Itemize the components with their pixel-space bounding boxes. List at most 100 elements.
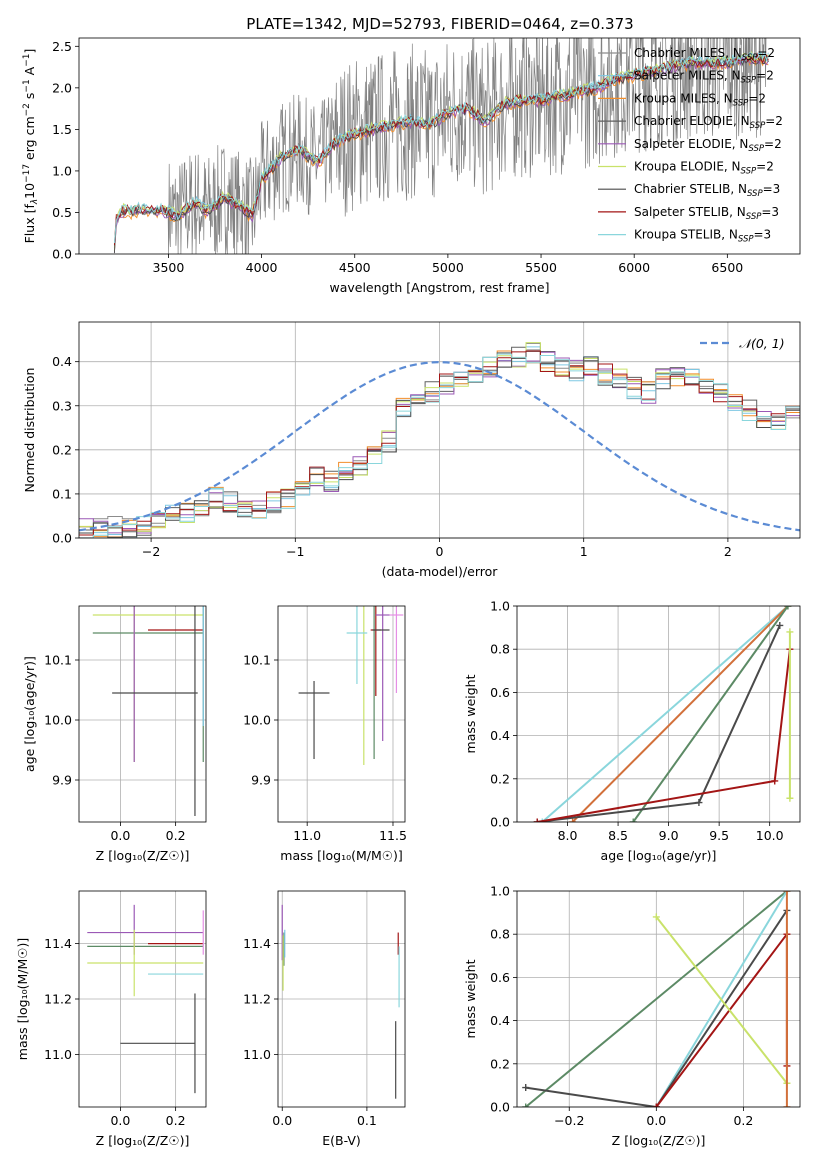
y-tick-label: 9.9 [52,773,72,788]
plot-area [281,904,400,1099]
y-tick-label: 0.4 [490,1013,510,1028]
weight-marker [776,621,784,629]
y-tick-label: 0.6 [490,685,510,700]
x-tick-label: 9.5 [709,828,729,843]
weight-marker [783,1103,791,1107]
x-tick-label: 0 [436,544,444,559]
panel-age_vs_Z: 0.0 0.2 9.9 10.0 10.1 Z [log₁₀(Z/Z☉)] age [log… [22,605,207,863]
x-tick-label: 4000 [246,260,278,275]
y-axis-label: Normed distribution [22,368,37,493]
plot-area [298,606,404,765]
x-axis-label: Z [log₁₀(Z/Z☉)] [96,1133,190,1148]
hist-8 [79,353,800,538]
x-tick-label: 11.5 [379,828,407,843]
axes-frame [516,605,801,823]
grid [517,605,800,823]
errorbar-point-6 [375,606,390,741]
x-tick-label: 5500 [525,260,557,275]
y-tick-label: 1.0 [490,599,510,614]
model-line-6 [113,54,769,254]
x-tick-label: −2 [142,544,160,559]
grid [278,891,405,1107]
legend-entry-1: Salpeter MILES, NSSP=2 [634,69,774,86]
panel-weight_vs_Z: −0.2 0.0 0.2 0.0 0.2 0.4 0.6 0.8 1.0 Z [log₁₀(Z/Z… [463,884,801,1148]
x-tick-label: −1 [286,544,304,559]
weight-line-2 [632,606,789,822]
y-axis-label: age [log₁₀(age/yr)] [22,656,37,772]
ticks: −2 −1 0 1 2 0.0 0.1 0.2 0.3 0.4 [52,354,732,559]
x-tick-label: 0.2 [166,828,186,843]
axes-frame [516,890,801,1108]
gaussian-curve [79,360,800,532]
y-tick-label: 0.8 [490,642,510,657]
ticks: 3500 4000 4500 5000 5500 6000 6500 0.0 0.5 1.0 1.5… [52,39,743,275]
y-tick-label: 10.0 [44,713,72,728]
weight-marker [771,777,779,785]
weight-marker [783,891,791,895]
weight-marker [629,818,637,822]
weight-marker [522,1103,530,1107]
ticks: −0.2 0.0 0.2 0.0 0.2 0.4 0.6 0.8 1.0 [490,884,753,1129]
y-tick-label: 0.0 [490,815,510,830]
panel-spectrum: 3500 4000 4500 5000 5500 6000 6500 0.0 0.5 1.0 1.5… [22,37,801,295]
weight-marker [786,628,794,636]
plot-area [92,606,204,816]
legend-entry-6: Chabrier STELIB, NSSP=3 [634,182,780,199]
y-tick-label: 0.2 [490,771,510,786]
x-tick-label: 5000 [432,260,464,275]
x-tick-label: 8.0 [558,828,578,843]
x-tick-label: 0.0 [110,828,130,843]
x-axis-label: Z [log₁₀(Z/Z☉)] [96,848,190,863]
legend-entry-8: Kroupa STELIB, NSSP=3 [634,228,771,245]
x-tick-label: 11.0 [293,828,321,843]
legend-entry-2: Kroupa MILES, NSSP=2 [634,91,766,108]
grid [517,890,800,1108]
plot-area [533,606,794,822]
ticks: 11.0 11.5 9.9 10.0 10.1 [243,653,407,844]
x-tick-label: 6000 [618,260,650,275]
weight-line-2 [525,909,788,1107]
axes-frame [78,37,801,255]
grid [79,606,206,822]
figure-title: PLATE=1342, MJD=52793, FIBERID=0464, z=0… [246,15,633,33]
x-tick-label: 0.1 [357,1113,377,1128]
y-tick-label: 10.1 [44,653,72,668]
x-tick-label: 4500 [339,260,371,275]
y-tick-label: 2.5 [52,39,72,54]
y-tick-label: 0.1 [52,486,72,501]
weight-marker [652,913,660,921]
grid [79,891,206,1107]
y-tick-label: 0.4 [52,354,72,369]
y-tick-label: 11.0 [243,1047,271,1062]
x-tick-label: 0.0 [272,1113,292,1128]
y-tick-label: 2.0 [52,80,72,95]
y-tick-label: 0.3 [52,398,72,413]
weight-marker [569,818,577,822]
panel-weight_vs_age: 8.0 8.5 9.0 9.5 10.0 0.0 0.2 0.4 0.6 0.8 1.0 age [l… [463,599,801,863]
weight-line-0 [541,606,789,822]
panel-mass_vs_Z: 0.0 0.2 11.0 11.2 11.4 Z [log₁₀(Z/Z☉)] mass [l… [15,890,207,1148]
y-tick-label: 11.2 [243,992,271,1007]
axes-frame [78,890,207,1108]
y-tick-label: 9.9 [251,773,271,788]
hist-3 [79,342,800,538]
y-tick-label: 0.6 [490,970,510,985]
errorbar-point-7 [389,606,404,693]
model-line-8 [113,50,769,244]
grid [278,606,405,822]
y-tick-label: 0.8 [490,927,510,942]
axes-frame [277,890,406,1108]
plot-area [522,891,791,1107]
y-tick-label: 0.2 [490,1056,510,1071]
x-axis-label: mass [log₁₀(M/M☉)] [280,848,402,863]
panel-residuals: −2 −1 0 1 2 0.0 0.1 0.2 0.3 0.4 (data-model)/error… [22,321,801,579]
y-tick-label: 0.2 [52,442,72,457]
plot-area [87,904,204,1094]
y-axis-label: mass weight [463,959,478,1038]
legend-entry-4: Salpeter ELODIE, NSSP=2 [634,137,782,154]
x-tick-label: 0.2 [166,1113,186,1128]
weight-marker [786,794,794,802]
weight-line-0 [525,891,788,1107]
y-tick-label: 0.0 [52,531,72,546]
x-tick-label: 6500 [711,260,743,275]
